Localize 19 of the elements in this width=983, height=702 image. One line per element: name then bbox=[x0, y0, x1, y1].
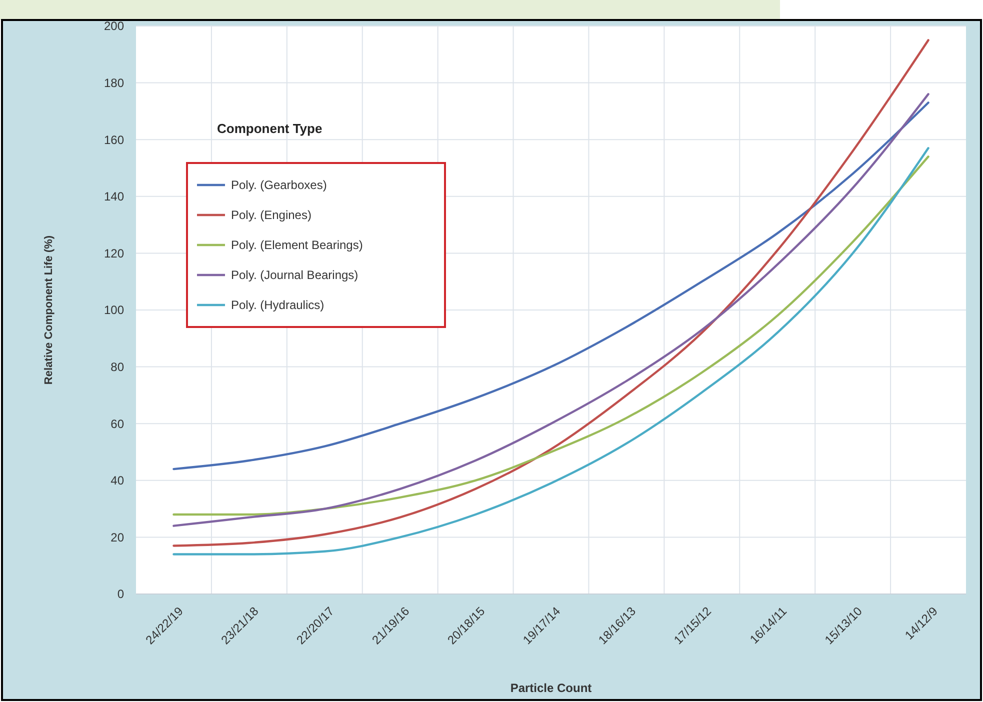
y-tick-label: 80 bbox=[110, 360, 124, 374]
legend-label: Poly. (Journal Bearings) bbox=[231, 268, 358, 282]
y-tick-label: 100 bbox=[104, 303, 124, 318]
x-axis-title: Particle Count bbox=[510, 681, 592, 695]
y-axis-title: Relative Component Life (%) bbox=[43, 235, 55, 385]
y-tick-label: 0 bbox=[117, 587, 124, 602]
y-tick-label: 180 bbox=[104, 76, 124, 90]
y-tick-label: 60 bbox=[110, 416, 124, 431]
legend-title: Component Type bbox=[217, 121, 322, 136]
legend-label: Poly. (Element Bearings) bbox=[231, 238, 363, 252]
legend-label: Poly. (Gearboxes) bbox=[231, 178, 327, 192]
y-tick-label: 20 bbox=[110, 530, 124, 544]
y-tick-label: 160 bbox=[104, 132, 124, 147]
legend-label: Poly. (Engines) bbox=[231, 208, 312, 222]
y-tick-label: 140 bbox=[104, 190, 124, 204]
y-tick-label: 120 bbox=[104, 246, 124, 260]
y-tick-label: 40 bbox=[110, 474, 124, 488]
y-tick-label: 200 bbox=[104, 19, 124, 34]
legend-label: Poly. (Hydraulics) bbox=[231, 298, 324, 312]
